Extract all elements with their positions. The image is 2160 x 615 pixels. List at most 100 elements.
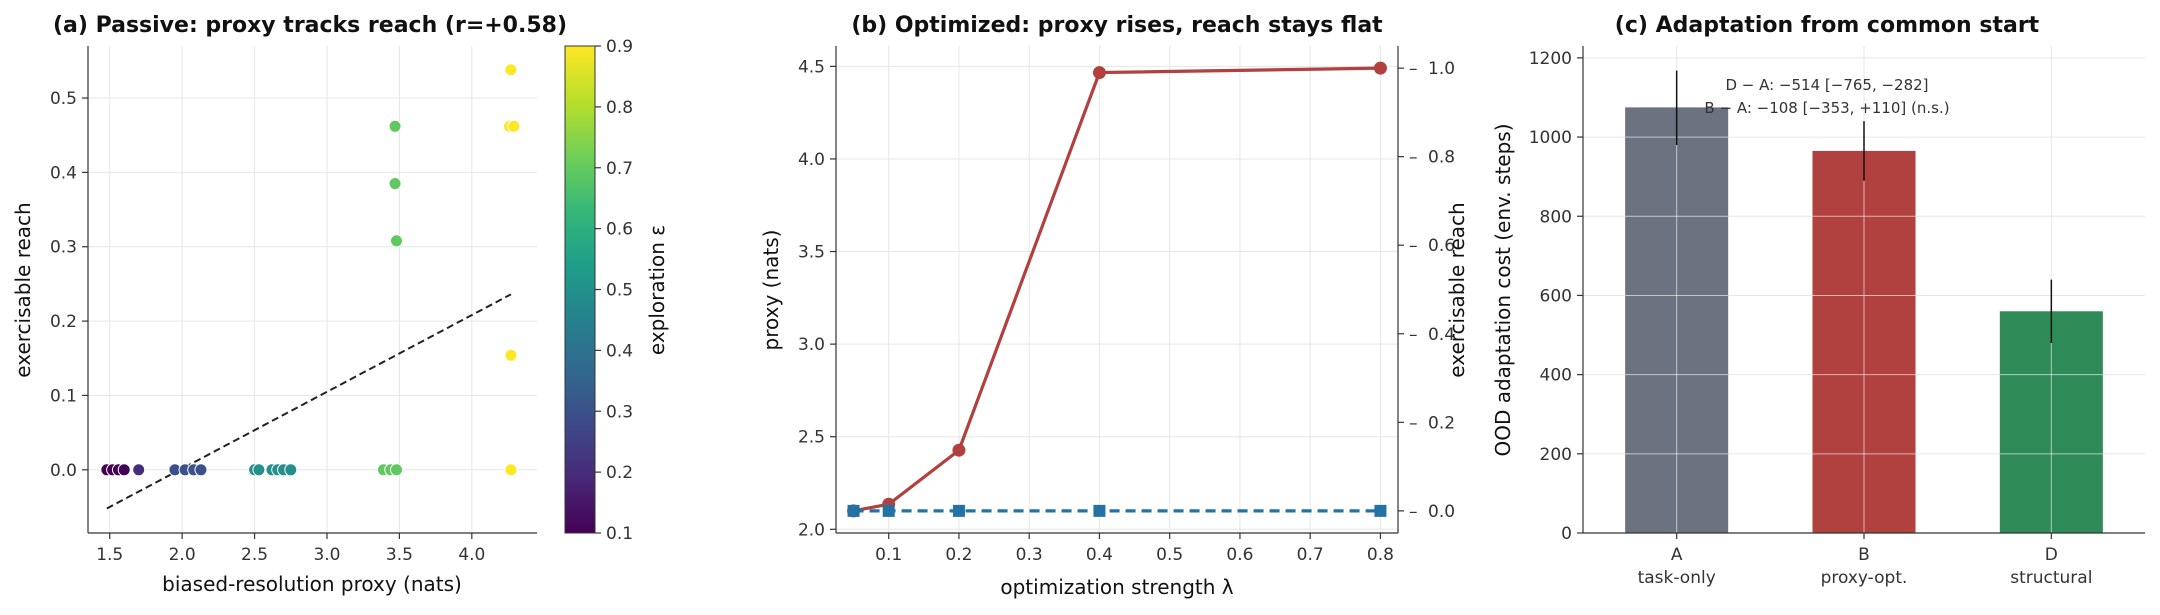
panel-b-grid	[836, 46, 1398, 533]
panel-a-ticks: 1.5 2.0 2.5 3.0 3.5 4.0 0.0 0.1 0.2 0.3 0.4 0.5	[50, 89, 485, 565]
y-tick-dash-right: –	[1409, 325, 1418, 345]
colorbar-ticks: 0.1 0.2 0.3 0.4 0.5 0.6 0.7 0.8 0.9	[595, 37, 633, 544]
y-tick-label-left: 4.5	[798, 57, 825, 77]
scatter-point	[284, 463, 298, 477]
x-tick-label: B	[1858, 545, 1870, 565]
proxy-series-line	[853, 66, 1381, 513]
scatter-point	[504, 348, 518, 362]
y-tick-label-left: 3.5	[798, 243, 825, 263]
y-tick-label: 0.5	[50, 89, 77, 109]
scatter-point	[390, 463, 404, 477]
panel-a-ylabel: exercisable reach	[11, 202, 35, 377]
y-tick-dash-right: –	[1409, 502, 1418, 522]
panel-b-xlabel: optimization strength λ	[1000, 575, 1233, 599]
panel-c-ylabel: OOD adaptation cost (env. steps)	[1491, 123, 1515, 456]
panel-b-ticks: 0.1 0.2 0.3 0.4 0.5 0.6 0.7 0.8 2.0 2.5 3.0 3.5 4.0 4…	[798, 57, 1455, 565]
y-tick-label-right: 1.0	[1428, 59, 1455, 79]
scatter-point	[507, 119, 521, 133]
y-tick-label: 1000	[1529, 128, 1572, 148]
panel-a-xlabel: biased-resolution proxy (nats)	[162, 572, 462, 596]
panel-a: 1.5 2.0 2.5 3.0 3.5 4.0 0.0 0.1 0.2 0.3 0.4 0.5 (a)…	[11, 13, 669, 596]
colorbar-tick-label: 0.4	[606, 341, 633, 361]
y-tick-label-right: 0.4	[1428, 325, 1455, 345]
scatter-point	[194, 463, 208, 477]
x-tick-label: 2.5	[241, 545, 268, 565]
x-tick-label: 3.5	[386, 545, 413, 565]
y-tick-label: 600	[1540, 286, 1572, 306]
x-tick-label: 0.3	[1016, 545, 1043, 565]
panel-b: 0.1 0.2 0.3 0.4 0.5 0.6 0.7 0.8 2.0 2.5 3.0 3.5 4.0 4…	[759, 13, 1469, 599]
panel-b-marks	[847, 61, 1387, 518]
x-tick-label: 0.7	[1297, 545, 1324, 565]
y-tick-label: 200	[1540, 445, 1572, 465]
panel-a-marks	[100, 63, 521, 510]
x-tick-label: 2.0	[169, 545, 196, 565]
x-tick-label: 0.6	[1226, 545, 1253, 565]
reach-series-marker	[952, 504, 965, 517]
x-tick-label: 3.0	[313, 545, 340, 565]
fit-line	[106, 293, 512, 510]
y-tick-label-left: 3.0	[798, 335, 825, 355]
x-tick-label: 0.2	[945, 545, 972, 565]
y-tick-label-left: 2.0	[798, 520, 825, 540]
panel-b-spines	[835, 46, 1399, 534]
y-tick-dash-right: –	[1409, 148, 1418, 168]
y-tick-dash-right: –	[1409, 236, 1418, 256]
colorbar-tick-label: 0.5	[606, 281, 633, 301]
panel-b-ylabel-left: proxy (nats)	[759, 230, 783, 351]
x-tick-label: 0.4	[1086, 545, 1113, 565]
y-tick-dash-right: –	[1409, 413, 1418, 433]
y-tick-label-left: 2.5	[798, 428, 825, 448]
y-tick-label: 0.2	[50, 312, 77, 332]
reach-series-marker	[1374, 504, 1387, 517]
x-tick-label: 0.1	[875, 545, 902, 565]
proxy-series-marker	[1373, 61, 1387, 75]
scatter-point	[132, 463, 146, 477]
x-tick-label: A	[1671, 545, 1683, 565]
y-tick-label: 0.1	[50, 386, 77, 406]
colorbar-tick-label: 0.9	[606, 37, 633, 57]
colorbar-label: exploration ε	[645, 225, 669, 355]
annotation-d-minus-a: D − A: −514 [−765, −282]	[1725, 76, 1928, 94]
x-tick-sublabel: structural	[2010, 568, 2092, 588]
panel-c-marks	[1625, 70, 2103, 533]
panel-c-title: (c) Adaptation from common start	[1615, 13, 2040, 38]
y-tick-label-left: 4.0	[798, 150, 825, 170]
colorbar-tick-label: 0.6	[606, 220, 633, 240]
colorbar	[565, 46, 595, 533]
colorbar-tick-label: 0.2	[606, 463, 633, 483]
colorbar-tick-label: 0.3	[606, 402, 633, 422]
x-tick-label: D	[2045, 545, 2058, 565]
scatter-point	[252, 463, 266, 477]
scatter-point	[388, 119, 402, 133]
scatter-point	[504, 63, 518, 77]
x-tick-label: 4.0	[458, 545, 485, 565]
proxy-series-marker	[952, 443, 966, 457]
y-tick-label: 0.4	[50, 163, 77, 183]
y-tick-label: 0	[1561, 524, 1572, 544]
colorbar-tick-label: 0.8	[606, 98, 633, 118]
reach-series-marker	[882, 504, 895, 517]
panel-c-spines	[1582, 46, 2145, 534]
panel-b-ylabel-right: exercisable reach	[1445, 202, 1469, 377]
y-tick-label: 800	[1540, 207, 1572, 227]
reach-series-marker	[847, 504, 860, 517]
scatter-point	[117, 463, 131, 477]
scatter-point	[390, 234, 404, 248]
y-tick-label: 0.3	[50, 238, 77, 258]
x-tick-label: 0.8	[1367, 545, 1394, 565]
panel-b-title: (b) Optimized: proxy rises, reach stays …	[851, 13, 1383, 38]
x-tick-label: 1.5	[96, 545, 123, 565]
y-tick-label-right: 0.6	[1428, 236, 1455, 256]
proxy-series-marker	[1092, 66, 1106, 80]
colorbar-tick-label: 0.7	[606, 159, 633, 179]
y-tick-label: 1200	[1529, 49, 1572, 69]
panel-a-title: (a) Passive: proxy tracks reach (r=+0.58…	[53, 13, 567, 38]
y-tick-label-right: 0.8	[1428, 148, 1455, 168]
y-tick-label: 0.0	[50, 461, 77, 481]
x-tick-sublabel: task-only	[1638, 568, 1716, 588]
y-tick-dash-right: –	[1409, 59, 1418, 79]
scatter-point	[504, 463, 518, 477]
